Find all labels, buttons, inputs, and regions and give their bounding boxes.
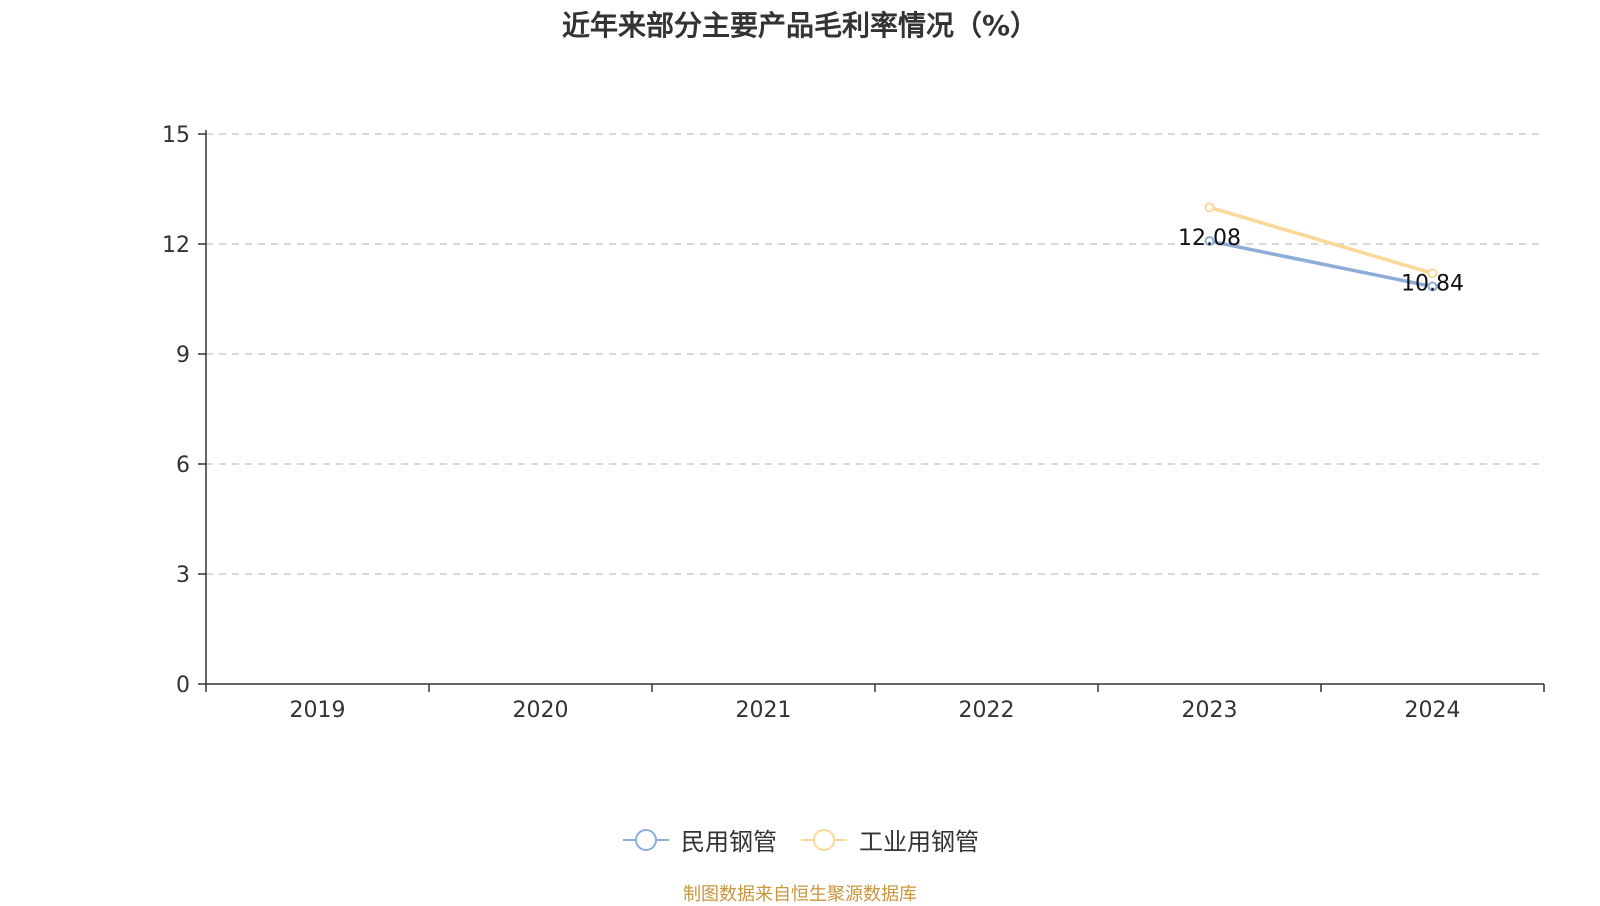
series-2-point [1427,268,1438,279]
x-tick-label: 2024 [1405,698,1461,723]
legend-item-series-2[interactable]: 工业用钢管 [799,822,979,857]
axes: 0 3 6 9 12 15 2019 2020 2021 2022 2023 2024 [162,123,1545,723]
source-note: 制图数据来自恒生聚源数据库 [683,884,917,905]
legend-label-series-1: 民用钢管 [681,828,777,856]
data-labels: 12.08 10.84 [1178,226,1464,296]
legend-label-series-2: 工业用钢管 [859,828,979,856]
y-tick-label: 9 [176,343,190,368]
x-tick-label: 2021 [736,698,792,723]
legend-series-1-icon [623,828,669,851]
grid-lines [206,133,1544,575]
x-tick-label: 2019 [290,698,346,723]
legend-item-series-1[interactable]: 民用钢管 [621,822,777,857]
data-label: 12.08 [1178,226,1241,251]
x-tick-label: 2023 [1182,698,1238,723]
y-tick-label: 12 [162,233,190,258]
y-tick-label: 6 [176,453,190,478]
data-label: 10.84 [1401,272,1464,297]
series-2-line [1209,205,1433,276]
series-1-line [1209,239,1433,289]
x-tick-label: 2022 [959,698,1015,723]
series-1-point [1427,281,1438,292]
y-tick-label: 3 [176,563,190,588]
legend: 民用钢管 工业用钢管 [0,822,1600,857]
legend-series-2-icon [801,828,847,851]
y-tick-label: 15 [162,123,190,148]
x-tick-label: 2020 [513,698,569,723]
y-tick-label: 0 [176,673,190,698]
series-lines [1204,202,1438,292]
series-1-point [1204,236,1215,247]
series-2-point [1204,202,1215,213]
chart-title: 近年来部分主要产品毛利率情况（%） [561,9,1039,42]
